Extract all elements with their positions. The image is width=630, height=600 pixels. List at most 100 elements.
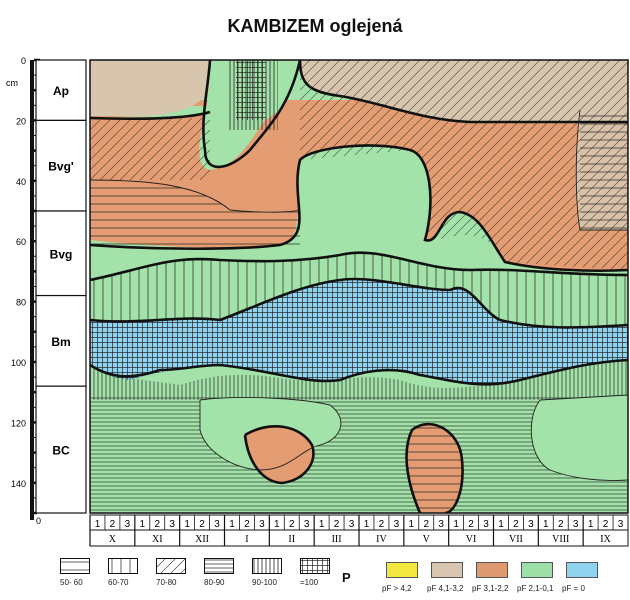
month-label: VII — [509, 534, 523, 545]
decade-label: 2 — [603, 519, 609, 530]
decade-label: 1 — [319, 519, 325, 530]
decade-label: 2 — [334, 519, 340, 530]
color-legend-swatch — [566, 562, 598, 578]
decade-label: 2 — [289, 519, 295, 530]
decade-label: 2 — [154, 519, 160, 530]
month-label: IV — [376, 534, 387, 545]
pattern-h-right — [580, 110, 628, 230]
decade-label: 2 — [244, 519, 250, 530]
depth-tick-label: 140 — [11, 479, 26, 489]
pattern-legend-item: 90-100 — [252, 558, 282, 587]
month-label: V — [423, 534, 431, 545]
zone-boundaries — [90, 60, 628, 513]
plot-frame — [89, 59, 629, 514]
horizon-box — [35, 119, 87, 212]
pattern-legend-item: 80-90 — [204, 558, 234, 587]
pattern-legend-label: 90-100 — [252, 578, 277, 587]
depth-tick-label: 60 — [16, 237, 26, 247]
decade-label: 1 — [184, 519, 190, 530]
decade-label: 3 — [483, 519, 489, 530]
pattern-legend-label: =100 — [300, 578, 319, 587]
color-legend-swatch — [386, 562, 418, 578]
decade-label: 2 — [558, 519, 564, 530]
zone-orange-lower-1 — [245, 426, 314, 483]
color-legend-swatch — [431, 562, 463, 578]
pattern-h-upper — [90, 180, 300, 245]
zone-green-middle — [280, 149, 505, 270]
horizon-column: Ap Bvg' Bvg Bm BC — [35, 59, 87, 514]
pattern-swatch — [300, 558, 330, 574]
decade-label: 1 — [95, 519, 101, 530]
horizon-label: Bvg' — [48, 160, 74, 174]
horizon-label: BC — [52, 444, 70, 458]
decade-label: 3 — [528, 519, 534, 530]
horizon-box — [35, 385, 87, 514]
color-legend-label: pF > 4,2 — [382, 584, 412, 593]
decade-label: 1 — [409, 519, 415, 530]
month-label: II — [288, 534, 295, 545]
decade-label: 1 — [543, 519, 549, 530]
color-legend-swatch — [476, 562, 508, 578]
depth-tick-label: 0 — [21, 56, 26, 66]
decade-label: 3 — [214, 519, 220, 530]
month-label: I — [245, 534, 248, 545]
decade-label: 1 — [364, 519, 370, 530]
pattern-legend-item: =100 — [300, 558, 330, 587]
pattern-legend-label: 70-80 — [156, 578, 177, 587]
depth-tick-label: 100 — [11, 358, 26, 368]
decade-label: 1 — [140, 519, 146, 530]
color-legend-label: pF 4,1-3,2 — [427, 584, 464, 593]
decade-label: 1 — [229, 519, 235, 530]
pattern-v-dense-lower — [90, 360, 628, 400]
depth-tick-label: 20 — [16, 116, 26, 126]
month-label: VI — [466, 534, 477, 545]
pattern-legend-item: 60-70 — [108, 558, 138, 587]
pattern-legend-item: 50- 60 — [60, 558, 90, 587]
depth-axis-bottom-label: 0 — [36, 516, 41, 526]
decade-label: 3 — [618, 519, 624, 530]
zone-tan-left — [90, 60, 210, 116]
pattern-legend-symbol: P — [342, 570, 351, 585]
decade-label: 2 — [379, 519, 385, 530]
decade-label: 2 — [110, 519, 116, 530]
color-legend-label: pF 2,1-0,1 — [517, 584, 554, 593]
pattern-swatch — [108, 558, 138, 574]
decade-label: 2 — [423, 519, 429, 530]
pattern-grid-band — [90, 278, 628, 385]
horizon-box — [35, 210, 87, 297]
pattern-legend-label: 60-70 — [108, 578, 129, 587]
depth-unit-label: cm — [6, 78, 18, 88]
month-label: X — [109, 534, 117, 545]
horizon-label: Bvg — [50, 247, 73, 261]
color-legend-label: pF 3,1-2,2 — [472, 584, 509, 593]
pattern-diag-left — [90, 118, 210, 180]
depth-tick-label: 40 — [16, 177, 26, 187]
decade-label: 3 — [304, 519, 310, 530]
horizon-label: Bm — [51, 335, 70, 349]
pattern-legend-label: 50- 60 — [60, 578, 83, 587]
month-label: IX — [600, 534, 611, 545]
decade-label: 3 — [349, 519, 355, 530]
horizon-box — [35, 59, 87, 122]
pattern-grid-top — [236, 60, 266, 120]
pattern-legend-label: 80-90 — [204, 578, 225, 587]
pattern-h-orange-lower — [406, 424, 463, 513]
decade-label: 2 — [513, 519, 519, 530]
horizon-label: Ap — [53, 84, 69, 98]
month-label: VIII — [552, 534, 569, 545]
decade-label: 2 — [199, 519, 205, 530]
color-legend-swatch — [521, 562, 553, 578]
month-label: XI — [152, 534, 163, 545]
pattern-swatch — [156, 558, 186, 574]
decade-label: 1 — [274, 519, 280, 530]
decade-label: 1 — [453, 519, 459, 530]
decade-label: 3 — [438, 519, 444, 530]
decade-label: 3 — [125, 519, 131, 530]
depth-tick-label: 120 — [11, 418, 26, 428]
decade-label: 1 — [498, 519, 504, 530]
decade-label: 2 — [468, 519, 474, 530]
color-legend-label: pF = 0 — [562, 584, 585, 593]
zone-green-lower-right — [531, 395, 628, 481]
